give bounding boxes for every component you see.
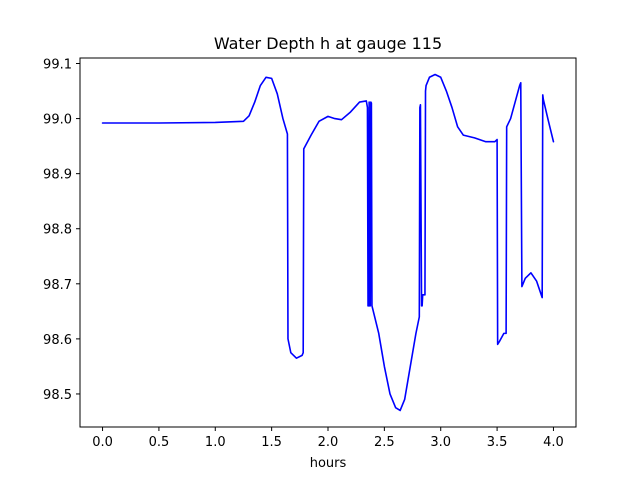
x-tick-label: 4.0 bbox=[543, 435, 564, 450]
x-tick-label: 2.0 bbox=[318, 435, 339, 450]
y-tick-label: 98.6 bbox=[43, 333, 72, 348]
y-tick-label: 98.9 bbox=[43, 168, 72, 183]
x-tick-label: 3.5 bbox=[487, 435, 508, 450]
y-axis-ticks: 98.5 98.6 98.7 98.8 98.9 99.0 99.1 bbox=[43, 58, 80, 403]
chart-title: Water Depth h at gauge 115 bbox=[214, 34, 442, 53]
y-tick-label: 98.7 bbox=[43, 278, 72, 293]
x-tick-label: 0.0 bbox=[92, 435, 113, 450]
x-tick-label: 2.5 bbox=[374, 435, 395, 450]
series-line-0 bbox=[101, 73, 555, 412]
plot-frame bbox=[79, 57, 577, 428]
y-tick-label: 99.0 bbox=[43, 113, 72, 128]
plot-area bbox=[101, 73, 555, 412]
x-axis-ticks: 0.0 0.5 1.0 1.5 2.0 2.5 3.0 3.5 4.0 bbox=[92, 427, 564, 450]
y-tick-label: 98.5 bbox=[43, 388, 72, 403]
x-axis-title: hours bbox=[310, 456, 347, 471]
y-tick-label: 98.8 bbox=[43, 223, 72, 238]
x-tick-label: 0.5 bbox=[149, 435, 170, 450]
x-tick-label: 3.0 bbox=[430, 435, 451, 450]
x-tick-label: 1.5 bbox=[261, 435, 282, 450]
x-tick-label: 1.0 bbox=[205, 435, 226, 450]
y-tick-label: 99.1 bbox=[43, 58, 72, 73]
